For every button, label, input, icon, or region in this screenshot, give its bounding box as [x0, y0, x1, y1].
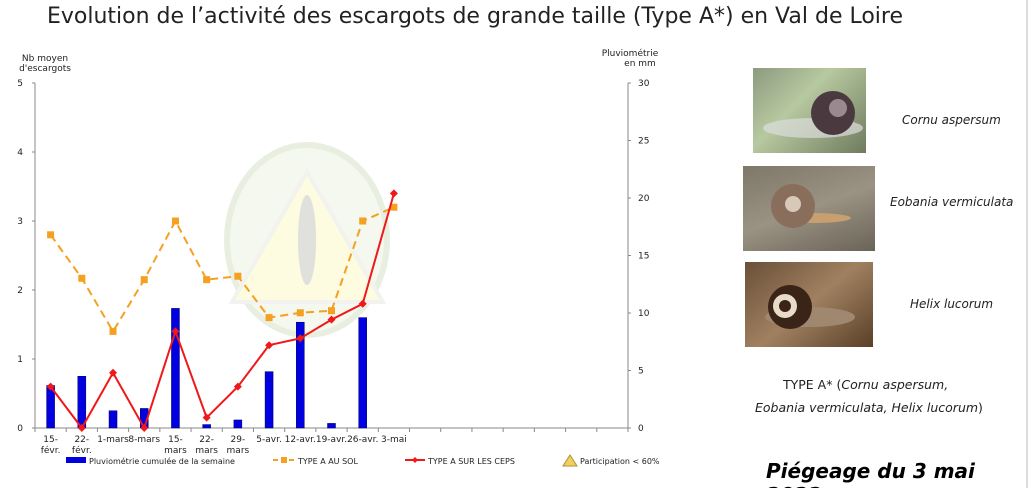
legend-bar-swatch — [66, 457, 86, 463]
ceps-point — [296, 334, 305, 343]
type-a-species-1: Cornu aspersum, — [841, 377, 949, 392]
x-tick-label: 26-avr. — [347, 435, 378, 445]
x-tick-label: 1-mars — [97, 435, 129, 445]
ceps-point — [109, 368, 118, 377]
trapping-date: Piégeage du 3 mai 2022 — [766, 459, 975, 488]
right-axis-title: Pluviométrie — [602, 48, 659, 59]
right-tick-label: 0 — [638, 424, 644, 434]
sol-point — [296, 309, 304, 317]
legend-label: TYPE A SUR LES CEPS — [427, 457, 515, 466]
x-tick-label: 19-avr. — [316, 435, 347, 445]
ceps-point — [77, 424, 86, 432]
sol-point — [328, 307, 335, 315]
type-a-suffix: ) — [978, 400, 983, 415]
watermark-slug-icon — [298, 195, 316, 285]
type-a-species-2: Eobania vermiculata, Helix lucorum — [755, 400, 979, 415]
legend-sol-marker — [281, 457, 287, 463]
rain-bar — [77, 376, 87, 429]
sol-point — [203, 276, 211, 284]
rain-bar — [358, 317, 367, 429]
photo-eobania-vermiculata — [743, 166, 875, 251]
left-tick-label: 1 — [17, 355, 23, 365]
snail-icon — [765, 285, 855, 329]
left-tick-label: 0 — [17, 424, 23, 434]
x-tick-label: 15- — [168, 435, 183, 445]
species-caption: Eobania vermiculata — [890, 195, 1014, 209]
snail-icon — [763, 91, 863, 138]
species-caption: Cornu aspersum — [902, 113, 1001, 127]
sol-point — [140, 276, 148, 284]
rain-bar — [171, 308, 180, 429]
right-axis-title: en mm — [624, 59, 656, 69]
left-tick-label: 2 — [17, 286, 23, 296]
ceps-point — [265, 341, 274, 350]
rain-bar — [264, 371, 274, 429]
x-tick-label: 29- — [231, 435, 246, 445]
ceps-point — [171, 327, 180, 336]
snail-icon — [771, 184, 851, 228]
ceps-point — [327, 315, 336, 324]
x-tick-label: 22- — [199, 435, 214, 445]
ceps-point — [46, 382, 55, 391]
ceps-point — [140, 424, 149, 432]
x-tick-label: 3-mai — [381, 435, 407, 445]
sol-point — [390, 203, 398, 211]
rain-bar — [327, 423, 336, 429]
series-line-ceps — [49, 193, 395, 431]
right-tick-label: 10 — [638, 309, 650, 319]
legend-label: Participation < 60% — [580, 457, 660, 466]
page-title: Evolution de l’activité des escargots de… — [46, 4, 904, 29]
type-a-note-line1: TYPE A* (Cornu aspersum, — [783, 377, 948, 392]
series-line-sol — [49, 206, 395, 334]
rain-bar — [296, 321, 305, 429]
x-tick-label: mars — [227, 446, 250, 456]
sol-point — [78, 274, 86, 282]
ceps-point — [233, 382, 242, 391]
sol-point — [47, 231, 55, 239]
left-tick-label: 4 — [17, 148, 23, 158]
type-a-prefix: TYPE A* ( — [783, 377, 842, 392]
legend-label: Pluviométrie cumulée de la semaine — [89, 456, 235, 466]
sol-point — [171, 217, 179, 225]
right-tick-label: 30 — [638, 79, 650, 89]
photo-cornu-aspersum — [753, 68, 866, 153]
warning-icon — [562, 454, 578, 467]
x-tick-label: 8-mars — [128, 435, 160, 445]
x-tick-label: 12-avr. — [285, 435, 316, 445]
x-tick-label: févr. — [41, 445, 61, 456]
rain-bar — [108, 410, 118, 429]
right-border — [1026, 0, 1028, 488]
x-tick-label: févr. — [72, 445, 92, 456]
left-tick-label: 3 — [17, 217, 23, 227]
x-tick-label: 15- — [43, 435, 58, 445]
species-caption: Helix lucorum — [910, 297, 994, 311]
x-tick-label: mars — [164, 446, 187, 456]
left-tick-label: 5 — [17, 79, 23, 89]
ceps-point — [389, 189, 398, 198]
sol-point — [359, 217, 367, 225]
x-tick-label: mars — [195, 446, 218, 456]
x-tick-label: 5-avr. — [256, 435, 282, 445]
rain-bar — [233, 419, 243, 429]
legend-ceps-marker — [412, 457, 418, 463]
rain-bar — [202, 424, 211, 429]
right-tick-label: 15 — [638, 252, 649, 262]
left-axis-title: Nb moyen — [22, 54, 68, 64]
legend-label: TYPE A AU SOL — [297, 457, 358, 466]
sol-point — [234, 272, 242, 280]
right-tick-label: 5 — [638, 367, 644, 377]
left-axis-title: d'escargots — [19, 64, 71, 74]
right-tick-label: 20 — [638, 194, 650, 204]
right-tick-label: 25 — [638, 137, 649, 147]
ceps-point — [358, 299, 367, 308]
sol-point — [109, 327, 117, 335]
sol-point — [265, 314, 273, 322]
photo-helix-lucorum — [745, 262, 873, 347]
ceps-point — [202, 413, 211, 422]
x-tick-label: 22- — [74, 435, 89, 445]
type-a-note-line2: Eobania vermiculata, Helix lucorum) — [755, 400, 983, 415]
